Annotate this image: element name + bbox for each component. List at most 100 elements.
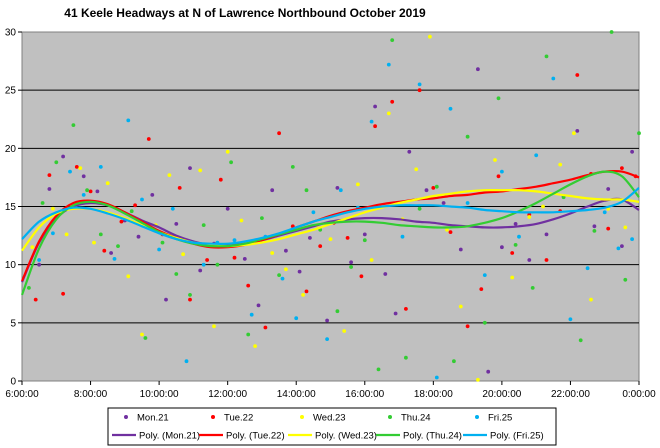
point-fri-25 (338, 188, 343, 193)
point-thu-24 (54, 160, 59, 165)
point-mon-21 (174, 222, 179, 226)
point-mon-21 (150, 193, 155, 197)
legend-marker-mon-21 (124, 415, 128, 419)
point-thu-24 (376, 367, 381, 372)
point-fri-25 (630, 237, 634, 242)
point-tue-22 (218, 177, 223, 182)
point-wed-23 (270, 251, 275, 255)
point-mon-21 (164, 297, 168, 302)
point-tue-22 (465, 324, 470, 329)
point-thu-24 (40, 201, 45, 205)
point-mon-21 (575, 129, 580, 133)
legend-box (107, 407, 557, 446)
point-thu-24 (160, 240, 165, 245)
legend: Mon.21 Poly. (Mon.21) Tue.22 Poly. (Tue.22)… (107, 407, 557, 446)
y-tick-label: 5 (10, 318, 16, 329)
point-fri-25 (551, 76, 556, 81)
point-wed-23 (181, 252, 186, 257)
point-fri-25 (112, 257, 117, 261)
point-mon-21 (109, 251, 113, 255)
point-tue-22 (47, 173, 52, 178)
point-thu-24 (229, 160, 234, 165)
point-wed-23 (623, 225, 628, 230)
point-thu-24 (85, 188, 89, 193)
point-fri-25 (201, 262, 206, 267)
point-thu-24 (98, 232, 103, 237)
point-tue-22 (575, 73, 580, 77)
point-fri-25 (157, 247, 162, 252)
point-wed-23 (64, 232, 69, 237)
x-tick-label: 18:00:00 (414, 389, 453, 400)
legend-label-tue-22: Tue.22 (224, 413, 253, 424)
point-thu-24 (174, 272, 179, 276)
point-tue-22 (88, 189, 93, 194)
trendline-poly-fri-25 (21, 187, 640, 246)
point-wed-23 (284, 267, 288, 272)
gridlines (22, 89, 639, 324)
x-tick-label: 6:00:00 (5, 389, 39, 400)
point-thu-24 (349, 265, 353, 269)
point-tue-22 (606, 226, 611, 231)
point-tue-22 (263, 325, 268, 330)
y-tick-label: 0 (10, 377, 16, 388)
point-wed-23 (140, 332, 144, 337)
point-fri-25 (417, 82, 422, 87)
point-mon-21 (441, 201, 446, 205)
point-mon-21 (136, 234, 141, 239)
trendline-poly-thu-24 (20, 170, 640, 296)
point-fri-25 (126, 118, 131, 123)
point-mon-21 (407, 149, 412, 154)
y-tick-label: 30 (5, 28, 17, 39)
point-fri-25 (140, 197, 144, 202)
point-thu-24 (201, 223, 206, 228)
x-tick-label: 8:00:00 (74, 389, 108, 400)
point-thu-24 (434, 184, 439, 189)
point-fri-25 (369, 119, 374, 124)
point-wed-23 (239, 218, 244, 223)
point-mon-21 (297, 269, 302, 274)
point-thu-24 (637, 131, 641, 136)
legend-marker-fri-25 (475, 415, 479, 419)
point-tue-22 (544, 258, 549, 262)
point-tue-22 (102, 248, 107, 253)
chart-title: 41 Keele Headways at N of Lawrence North… (64, 6, 426, 20)
point-mon-21 (256, 303, 261, 308)
point-mon-21 (424, 188, 429, 193)
point-wed-23 (105, 181, 110, 186)
point-thu-24 (116, 244, 120, 249)
point-thu-24 (390, 38, 395, 42)
point-thu-24 (188, 293, 192, 297)
point-tue-22 (345, 236, 350, 240)
point-fri-25 (325, 337, 329, 341)
point-tue-22 (146, 137, 151, 141)
point-mon-21 (37, 262, 41, 267)
point-tue-22 (188, 297, 192, 302)
point-thu-24 (544, 54, 549, 59)
point-wed-23 (589, 297, 593, 302)
point-fri-25 (616, 246, 621, 251)
point-tue-22 (479, 287, 484, 291)
point-mon-21 (592, 224, 597, 229)
point-thu-24 (246, 332, 251, 337)
point-mon-21 (188, 166, 192, 171)
point-thu-24 (496, 96, 501, 101)
point-mon-21 (81, 174, 86, 179)
legend-label-fri-25: Fri.25 (488, 413, 512, 424)
point-fri-25 (602, 210, 607, 215)
point-thu-24 (260, 216, 264, 221)
point-mon-21 (198, 268, 203, 273)
point-fri-25 (534, 153, 539, 158)
point-tue-22 (246, 283, 251, 288)
point-wed-23 (458, 304, 463, 309)
point-tue-22 (359, 274, 364, 279)
point-wed-23 (328, 237, 333, 242)
point-thu-24 (27, 286, 31, 290)
point-tue-22 (304, 289, 309, 294)
point-wed-23 (198, 168, 203, 173)
point-tue-22 (232, 255, 237, 260)
point-mon-21 (225, 206, 230, 211)
point-wed-23 (78, 166, 83, 171)
point-fri-25 (311, 210, 316, 215)
point-tue-22 (33, 297, 38, 302)
point-thu-24 (530, 286, 535, 290)
